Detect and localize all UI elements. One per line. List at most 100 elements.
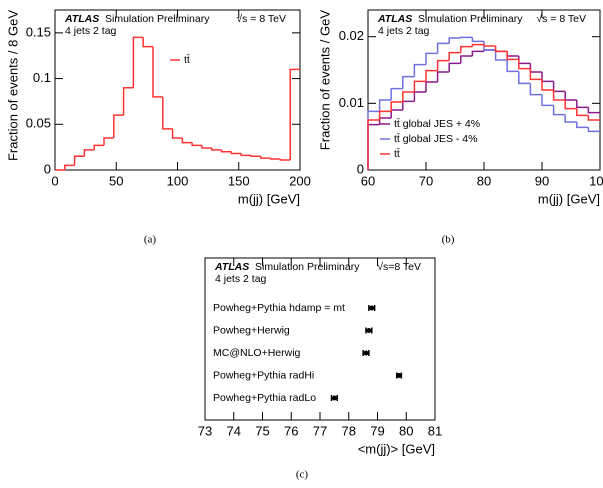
x-axis-label: m(jj) [GeV]	[538, 191, 600, 206]
histogram-bin	[250, 155, 261, 158]
x-tick-label: 80	[477, 173, 491, 188]
atlas-label: ATLAS	[64, 13, 99, 25]
histogram-bin	[425, 52, 438, 65]
histogram-bin	[576, 108, 589, 117]
histogram-bin	[413, 91, 426, 102]
point	[331, 395, 337, 401]
histogram-bin	[448, 37, 461, 44]
annotation: Simulation Preliminary	[255, 261, 360, 273]
histogram-bin	[425, 69, 438, 82]
y-axis-label: Fraction of events / GeV	[317, 10, 332, 151]
histogram-bin	[494, 46, 508, 53]
y-tick-label: 0.1	[33, 70, 51, 85]
histogram-bin	[552, 90, 566, 101]
histogram-bin	[83, 149, 95, 157]
histogram-bin	[448, 51, 461, 61]
x-tick-label: 0	[51, 173, 58, 188]
caption: (a)	[144, 234, 157, 246]
histogram-bin	[576, 100, 589, 109]
histogram-bin	[279, 159, 291, 161]
histogram-bin	[402, 75, 415, 89]
legend-label: tt̄	[394, 147, 400, 159]
histogram-bin	[132, 36, 144, 88]
category-label: Powheg+Pythia radHi	[213, 369, 314, 381]
histogram-bin	[103, 137, 114, 146]
histogram-bin	[367, 119, 380, 170]
legend-label: tt̄ global JES + 4%	[394, 117, 480, 129]
x-tick-label: 73	[198, 423, 212, 438]
histogram-bin	[518, 56, 531, 65]
histogram-bin	[390, 101, 403, 112]
x-axis-label: m(jj) [GeV]	[238, 191, 300, 206]
x-tick-label: 80	[399, 423, 413, 438]
x-tick-label: 200	[289, 173, 311, 188]
histogram-bin	[181, 138, 193, 144]
annotation: 4 jets 2 tag	[378, 25, 430, 37]
annotation: Simulation Preliminary	[105, 13, 210, 25]
x-tick-label: 100	[589, 173, 603, 188]
histogram-bin	[448, 62, 461, 72]
histogram-bin	[552, 105, 566, 116]
histogram-bin	[171, 128, 183, 139]
histogram-bin	[576, 122, 589, 129]
histogram-bin	[460, 45, 473, 53]
histogram-bin	[564, 114, 577, 123]
point	[366, 328, 372, 333]
histogram-bin	[483, 44, 496, 47]
atlas-label: ATLAS	[377, 13, 412, 25]
histogram-bin	[73, 155, 85, 166]
caption: (c)	[296, 469, 309, 481]
x-tick-label: 70	[419, 173, 433, 188]
x-tick-label: 77	[313, 423, 327, 438]
histogram-bin	[260, 156, 271, 159]
annotation: 4 jets 2 tag	[65, 25, 117, 37]
histogram-bin	[529, 68, 542, 81]
histogram-bin	[191, 142, 202, 147]
annotation: √s=8 TeV	[377, 261, 421, 273]
histogram-bin	[494, 50, 508, 61]
point	[363, 350, 369, 356]
legend-label: tt̄ global JES - 4%	[394, 132, 477, 144]
histogram-bin	[436, 59, 450, 71]
histogram-bin	[506, 60, 519, 73]
category-label: Powheg+Pythia hdamp = mt	[213, 302, 345, 314]
histogram-bin	[541, 72, 554, 83]
x-tick-label: 150	[228, 173, 250, 188]
histogram-bin	[518, 59, 531, 70]
histogram-bin	[413, 63, 426, 77]
y-tick-label: 0.01	[339, 95, 364, 110]
x-tick-label: 60	[361, 173, 375, 188]
histogram-bin	[564, 91, 577, 101]
y-axis-label: Fraction of events / 8 GeV	[5, 10, 20, 161]
histogram-bin	[587, 107, 600, 114]
point	[396, 373, 402, 378]
histogram-bin	[122, 86, 134, 116]
x-tick-label: 76	[284, 423, 298, 438]
histogram-bin	[367, 123, 380, 170]
histogram-bin	[390, 87, 403, 100]
x-tick-label: 78	[342, 423, 356, 438]
histogram-bin	[378, 110, 392, 120]
y-tick-label: 0	[44, 161, 51, 176]
histogram-bin	[552, 81, 566, 93]
histogram-bin	[402, 100, 415, 110]
y-tick-label: 0.02	[339, 28, 364, 43]
legend-label: tt̄	[184, 53, 190, 65]
histogram-bin	[402, 91, 415, 102]
histogram-bin	[460, 36, 473, 39]
x-tick-label: 74	[227, 423, 241, 438]
histogram-bin	[587, 115, 600, 121]
histogram-bin	[506, 51, 519, 57]
x-tick-label: 75	[255, 423, 269, 438]
category-label: Powheg+Herwig	[213, 324, 290, 336]
histogram-bin	[240, 153, 251, 157]
annotation: Simulation Preliminary	[418, 13, 523, 25]
histogram-bin	[113, 114, 124, 138]
x-tick-label: 90	[535, 173, 549, 188]
histogram-bin	[289, 68, 300, 160]
y-tick-label: 0.05	[26, 116, 51, 131]
histogram-bin	[529, 63, 542, 73]
x-tick-label: 81	[428, 423, 442, 438]
histogram-bin	[142, 37, 153, 48]
